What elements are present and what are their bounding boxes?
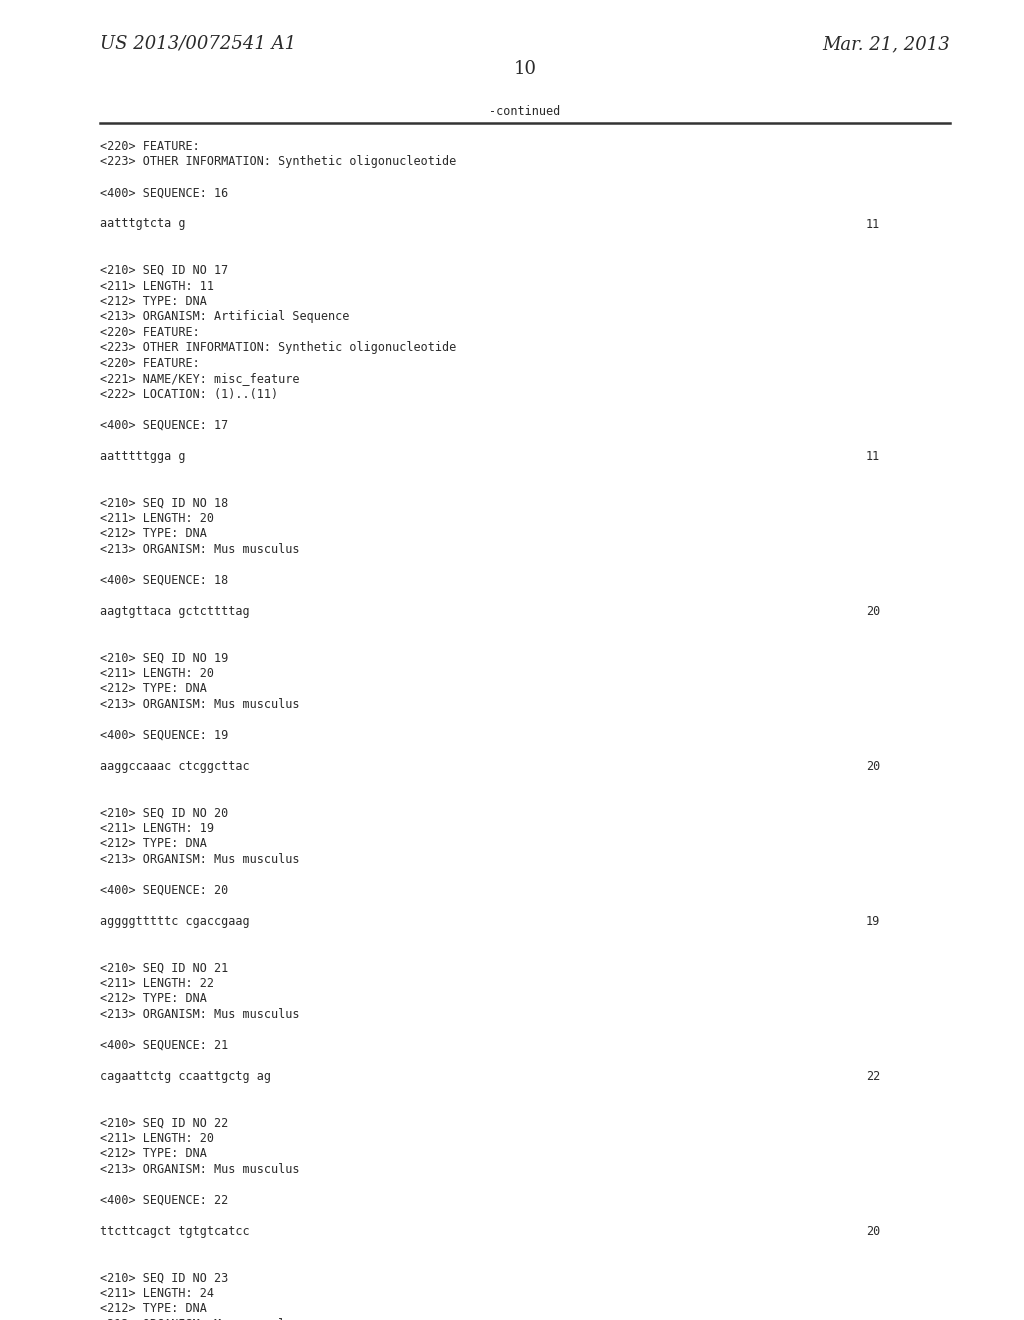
Text: <400> SEQUENCE: 22: <400> SEQUENCE: 22 xyxy=(100,1195,228,1206)
Text: <213> ORGANISM: Mus musculus: <213> ORGANISM: Mus musculus xyxy=(100,1163,299,1176)
Text: <211> LENGTH: 20: <211> LENGTH: 20 xyxy=(100,512,214,525)
Text: <212> TYPE: DNA: <212> TYPE: DNA xyxy=(100,682,207,696)
Text: <210> SEQ ID NO 22: <210> SEQ ID NO 22 xyxy=(100,1117,228,1130)
Text: <210> SEQ ID NO 20: <210> SEQ ID NO 20 xyxy=(100,807,228,820)
Text: aggggtttttc cgaccgaag: aggggtttttc cgaccgaag xyxy=(100,915,250,928)
Text: Mar. 21, 2013: Mar. 21, 2013 xyxy=(822,36,950,53)
Text: 22: 22 xyxy=(865,1071,880,1082)
Text: <210> SEQ ID NO 17: <210> SEQ ID NO 17 xyxy=(100,264,228,277)
Text: <212> TYPE: DNA: <212> TYPE: DNA xyxy=(100,993,207,1006)
Text: <220> FEATURE:: <220> FEATURE: xyxy=(100,356,200,370)
Text: <210> SEQ ID NO 18: <210> SEQ ID NO 18 xyxy=(100,496,228,510)
Text: <400> SEQUENCE: 20: <400> SEQUENCE: 20 xyxy=(100,884,228,898)
Text: aaggccaaac ctcggcttac: aaggccaaac ctcggcttac xyxy=(100,760,250,774)
Text: <220> FEATURE:: <220> FEATURE: xyxy=(100,326,200,339)
Text: aagtgttaca gctcttttag: aagtgttaca gctcttttag xyxy=(100,605,250,618)
Text: 20: 20 xyxy=(865,605,880,618)
Text: 11: 11 xyxy=(865,218,880,231)
Text: <213> ORGANISM: Mus musculus: <213> ORGANISM: Mus musculus xyxy=(100,698,299,711)
Text: <213> ORGANISM: Mus musculus: <213> ORGANISM: Mus musculus xyxy=(100,1317,299,1320)
Text: <212> TYPE: DNA: <212> TYPE: DNA xyxy=(100,528,207,540)
Text: <212> TYPE: DNA: <212> TYPE: DNA xyxy=(100,1303,207,1316)
Text: <213> ORGANISM: Artificial Sequence: <213> ORGANISM: Artificial Sequence xyxy=(100,310,349,323)
Text: <222> LOCATION: (1)..(11): <222> LOCATION: (1)..(11) xyxy=(100,388,279,401)
Text: <221> NAME/KEY: misc_feature: <221> NAME/KEY: misc_feature xyxy=(100,372,299,385)
Text: 11: 11 xyxy=(865,450,880,463)
Text: <212> TYPE: DNA: <212> TYPE: DNA xyxy=(100,294,207,308)
Text: <400> SEQUENCE: 18: <400> SEQUENCE: 18 xyxy=(100,574,228,587)
Text: <220> FEATURE:: <220> FEATURE: xyxy=(100,140,200,153)
Text: <213> ORGANISM: Mus musculus: <213> ORGANISM: Mus musculus xyxy=(100,1008,299,1020)
Text: <211> LENGTH: 11: <211> LENGTH: 11 xyxy=(100,280,214,293)
Text: <212> TYPE: DNA: <212> TYPE: DNA xyxy=(100,837,207,850)
Text: US 2013/0072541 A1: US 2013/0072541 A1 xyxy=(100,36,296,53)
Text: ttcttcagct tgtgtcatcc: ttcttcagct tgtgtcatcc xyxy=(100,1225,250,1238)
Text: <211> LENGTH: 22: <211> LENGTH: 22 xyxy=(100,977,214,990)
Text: <211> LENGTH: 20: <211> LENGTH: 20 xyxy=(100,667,214,680)
Text: <210> SEQ ID NO 21: <210> SEQ ID NO 21 xyxy=(100,961,228,974)
Text: <212> TYPE: DNA: <212> TYPE: DNA xyxy=(100,1147,207,1160)
Text: 19: 19 xyxy=(865,915,880,928)
Text: <400> SEQUENCE: 19: <400> SEQUENCE: 19 xyxy=(100,729,228,742)
Text: <400> SEQUENCE: 21: <400> SEQUENCE: 21 xyxy=(100,1039,228,1052)
Text: <211> LENGTH: 24: <211> LENGTH: 24 xyxy=(100,1287,214,1300)
Text: <223> OTHER INFORMATION: Synthetic oligonucleotide: <223> OTHER INFORMATION: Synthetic oligo… xyxy=(100,156,457,169)
Text: <210> SEQ ID NO 19: <210> SEQ ID NO 19 xyxy=(100,652,228,664)
Text: aatttttgga g: aatttttgga g xyxy=(100,450,185,463)
Text: -continued: -continued xyxy=(489,106,560,117)
Text: <211> LENGTH: 19: <211> LENGTH: 19 xyxy=(100,822,214,836)
Text: <400> SEQUENCE: 17: <400> SEQUENCE: 17 xyxy=(100,418,228,432)
Text: <400> SEQUENCE: 16: <400> SEQUENCE: 16 xyxy=(100,186,228,199)
Text: <210> SEQ ID NO 23: <210> SEQ ID NO 23 xyxy=(100,1271,228,1284)
Text: 20: 20 xyxy=(865,1225,880,1238)
Text: <223> OTHER INFORMATION: Synthetic oligonucleotide: <223> OTHER INFORMATION: Synthetic oligo… xyxy=(100,342,457,355)
Text: 10: 10 xyxy=(513,59,537,78)
Text: 20: 20 xyxy=(865,760,880,774)
Text: aatttgtcta g: aatttgtcta g xyxy=(100,218,185,231)
Text: <213> ORGANISM: Mus musculus: <213> ORGANISM: Mus musculus xyxy=(100,543,299,556)
Text: <213> ORGANISM: Mus musculus: <213> ORGANISM: Mus musculus xyxy=(100,853,299,866)
Text: cagaattctg ccaattgctg ag: cagaattctg ccaattgctg ag xyxy=(100,1071,271,1082)
Text: <211> LENGTH: 20: <211> LENGTH: 20 xyxy=(100,1133,214,1144)
